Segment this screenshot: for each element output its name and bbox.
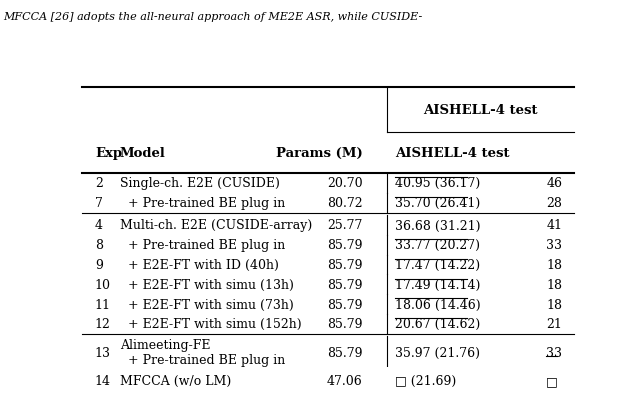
Text: 18: 18 (547, 259, 563, 271)
Text: Model: Model (120, 147, 166, 159)
Text: Multi-ch. E2E (CUSIDE-array): Multi-ch. E2E (CUSIDE-array) (120, 219, 312, 232)
Text: 18.06 (14.46): 18.06 (14.46) (395, 298, 481, 311)
Text: Alimeeting-FE: Alimeeting-FE (120, 338, 210, 351)
Text: + E2E-FT with simu (13h): + E2E-FT with simu (13h) (120, 278, 294, 291)
Text: 36.68 (31.21): 36.68 (31.21) (395, 219, 481, 232)
Text: + E2E-FT with simu (152h): + E2E-FT with simu (152h) (120, 318, 301, 330)
Text: MFCCA [26] adopts the all-neural approach of ME2E ASR, while CUSIDE-: MFCCA [26] adopts the all-neural approac… (3, 12, 422, 22)
Text: 40.95 (36.17): 40.95 (36.17) (395, 177, 480, 190)
Text: 85.79: 85.79 (327, 346, 363, 359)
Text: 47.06: 47.06 (327, 374, 363, 387)
Text: 35.97 (21.76): 35.97 (21.76) (395, 346, 480, 359)
Text: 4: 4 (95, 219, 103, 232)
Text: 41: 41 (547, 219, 563, 232)
Text: Exp: Exp (95, 147, 122, 159)
Text: 28: 28 (547, 197, 562, 210)
Text: 85.79: 85.79 (327, 259, 363, 271)
Text: 10: 10 (95, 278, 111, 291)
Text: 11: 11 (95, 298, 111, 311)
Text: 13: 13 (95, 346, 111, 359)
Text: + E2E-FT with ID (40h): + E2E-FT with ID (40h) (120, 259, 278, 271)
Text: 33.77 (20.27): 33.77 (20.27) (395, 239, 480, 252)
Text: 33: 33 (547, 346, 563, 359)
Text: 7: 7 (95, 197, 103, 210)
Text: 85.79: 85.79 (327, 298, 363, 311)
Text: Single-ch. E2E (CUSIDE): Single-ch. E2E (CUSIDE) (120, 177, 280, 190)
Text: 85.79: 85.79 (327, 278, 363, 291)
Text: 85.79: 85.79 (327, 239, 363, 252)
Text: 18: 18 (547, 278, 563, 291)
Text: 14: 14 (95, 374, 111, 387)
Text: 20.67 (14.62): 20.67 (14.62) (395, 318, 480, 330)
Text: Params (M): Params (M) (276, 147, 363, 159)
Text: □ (21.69): □ (21.69) (395, 374, 456, 387)
Text: 9: 9 (95, 259, 103, 271)
Text: 20.70: 20.70 (327, 177, 363, 190)
Text: 17.47 (14.22): 17.47 (14.22) (395, 259, 480, 271)
Text: 25.77: 25.77 (327, 219, 363, 232)
Text: 80.72: 80.72 (327, 197, 363, 210)
Text: + Pre-trained BE plug in: + Pre-trained BE plug in (120, 239, 285, 252)
Text: 12: 12 (95, 318, 111, 330)
Text: 8: 8 (95, 239, 103, 252)
Text: 35.70 (26.41): 35.70 (26.41) (395, 197, 480, 210)
Text: MFCCA (w/o LM): MFCCA (w/o LM) (120, 374, 231, 387)
Text: 18: 18 (547, 298, 563, 311)
Text: + Pre-trained BE plug in: + Pre-trained BE plug in (120, 197, 285, 210)
Text: 85.79: 85.79 (327, 318, 363, 330)
Text: □: □ (547, 374, 558, 387)
Text: 21: 21 (547, 318, 562, 330)
Text: + Pre-trained BE plug in: + Pre-trained BE plug in (120, 354, 285, 366)
Text: AISHELL-4 test: AISHELL-4 test (395, 147, 509, 159)
Text: + E2E-FT with simu (73h): + E2E-FT with simu (73h) (120, 298, 293, 311)
Text: 33: 33 (547, 239, 563, 252)
Text: 46: 46 (547, 177, 563, 190)
Text: 2: 2 (95, 177, 103, 190)
Text: AISHELL-4 test: AISHELL-4 test (423, 104, 538, 116)
Text: 17.49 (14.14): 17.49 (14.14) (395, 278, 481, 291)
